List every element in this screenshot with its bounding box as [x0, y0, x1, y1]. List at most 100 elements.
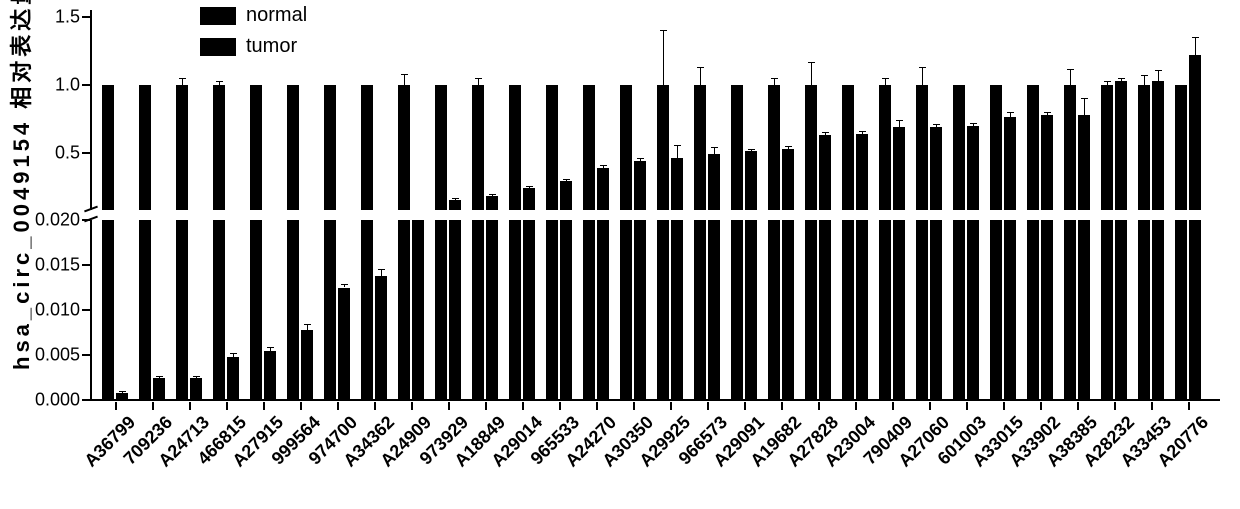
bar [102, 85, 114, 210]
bar [486, 196, 498, 210]
bar [842, 220, 854, 400]
bar [116, 393, 128, 400]
bar [1189, 220, 1201, 400]
bar [694, 85, 706, 210]
legend-label: tumor [246, 35, 297, 57]
bar [893, 127, 905, 210]
bar [583, 85, 595, 210]
bar [546, 85, 558, 210]
bar [731, 85, 743, 210]
bar [560, 181, 572, 210]
legend-item-normal: normal [200, 4, 307, 27]
bar [523, 188, 535, 210]
bar [856, 134, 868, 210]
bar [398, 85, 410, 210]
bar [472, 220, 484, 400]
bar [435, 220, 447, 400]
bar [176, 85, 188, 210]
bar [819, 135, 831, 210]
legend-swatch [200, 7, 236, 25]
bar [1004, 220, 1016, 400]
bar [287, 85, 299, 210]
bar [139, 85, 151, 210]
bar [990, 85, 1002, 210]
bar [745, 220, 757, 400]
x-axis-labels: A36799709236A24713466815A279159995649747… [90, 404, 1220, 504]
bar [708, 220, 720, 400]
bar [805, 85, 817, 210]
bar [967, 126, 979, 210]
y-tick-label: 0.000 [20, 390, 80, 411]
bar [435, 85, 447, 210]
bar [953, 220, 965, 400]
bar [213, 85, 225, 210]
bar [153, 378, 165, 400]
bar [1027, 220, 1039, 400]
legend-label: normal [246, 4, 307, 26]
bar [916, 220, 928, 400]
y-tick-label: 0.005 [20, 345, 80, 366]
bar [250, 85, 262, 210]
bar [1041, 220, 1053, 400]
legend-item-tumor: tumor [200, 35, 307, 58]
bar [102, 220, 114, 400]
bar [1004, 117, 1016, 210]
bar [879, 85, 891, 210]
bar [523, 220, 535, 400]
bar [708, 154, 720, 210]
bar [634, 161, 646, 210]
bar [967, 220, 979, 400]
bar [583, 220, 595, 400]
y-tick-label: 0.010 [20, 300, 80, 321]
bar [449, 220, 461, 400]
bar [782, 149, 794, 210]
bar [597, 168, 609, 210]
chart-container: hsa_circ_0049154 相对表达量 0.51.01.5 0.0000.… [0, 0, 1240, 509]
bar [1101, 85, 1113, 210]
bar [560, 220, 572, 400]
bar [990, 220, 1002, 400]
y-tick-label: 0.015 [20, 255, 80, 276]
bar [486, 220, 498, 400]
bar [1064, 85, 1076, 210]
bar [819, 220, 831, 400]
bar [671, 158, 683, 210]
bar [1152, 220, 1164, 400]
bar [361, 220, 373, 400]
bar [1138, 220, 1150, 400]
bar [324, 220, 336, 400]
bar [657, 85, 669, 210]
y-tick-label: 0.020 [20, 210, 80, 231]
bar [398, 220, 410, 400]
bar [916, 85, 928, 210]
y-tick-label: 1.5 [20, 6, 80, 27]
bar [1041, 115, 1053, 210]
legend-swatch [200, 38, 236, 56]
bar [287, 220, 299, 400]
bar [634, 220, 646, 400]
bar [1152, 81, 1164, 210]
bar [301, 330, 313, 400]
bar [879, 220, 891, 400]
bar [782, 220, 794, 400]
bar [472, 85, 484, 210]
bar [338, 288, 350, 401]
bar [509, 220, 521, 400]
bar [930, 220, 942, 400]
bar [856, 220, 868, 400]
bar [842, 85, 854, 210]
bar [1078, 115, 1090, 210]
bar [671, 220, 683, 400]
bar [139, 220, 151, 400]
bar [250, 220, 262, 400]
bar [213, 220, 225, 400]
bar [375, 276, 387, 400]
bar [1175, 220, 1187, 400]
y-tick-label: 1.0 [20, 74, 80, 95]
bar [264, 351, 276, 400]
bar [324, 85, 336, 210]
bar [1078, 220, 1090, 400]
legend: normal tumor [200, 4, 307, 58]
bar [1175, 85, 1187, 210]
bar [731, 220, 743, 400]
